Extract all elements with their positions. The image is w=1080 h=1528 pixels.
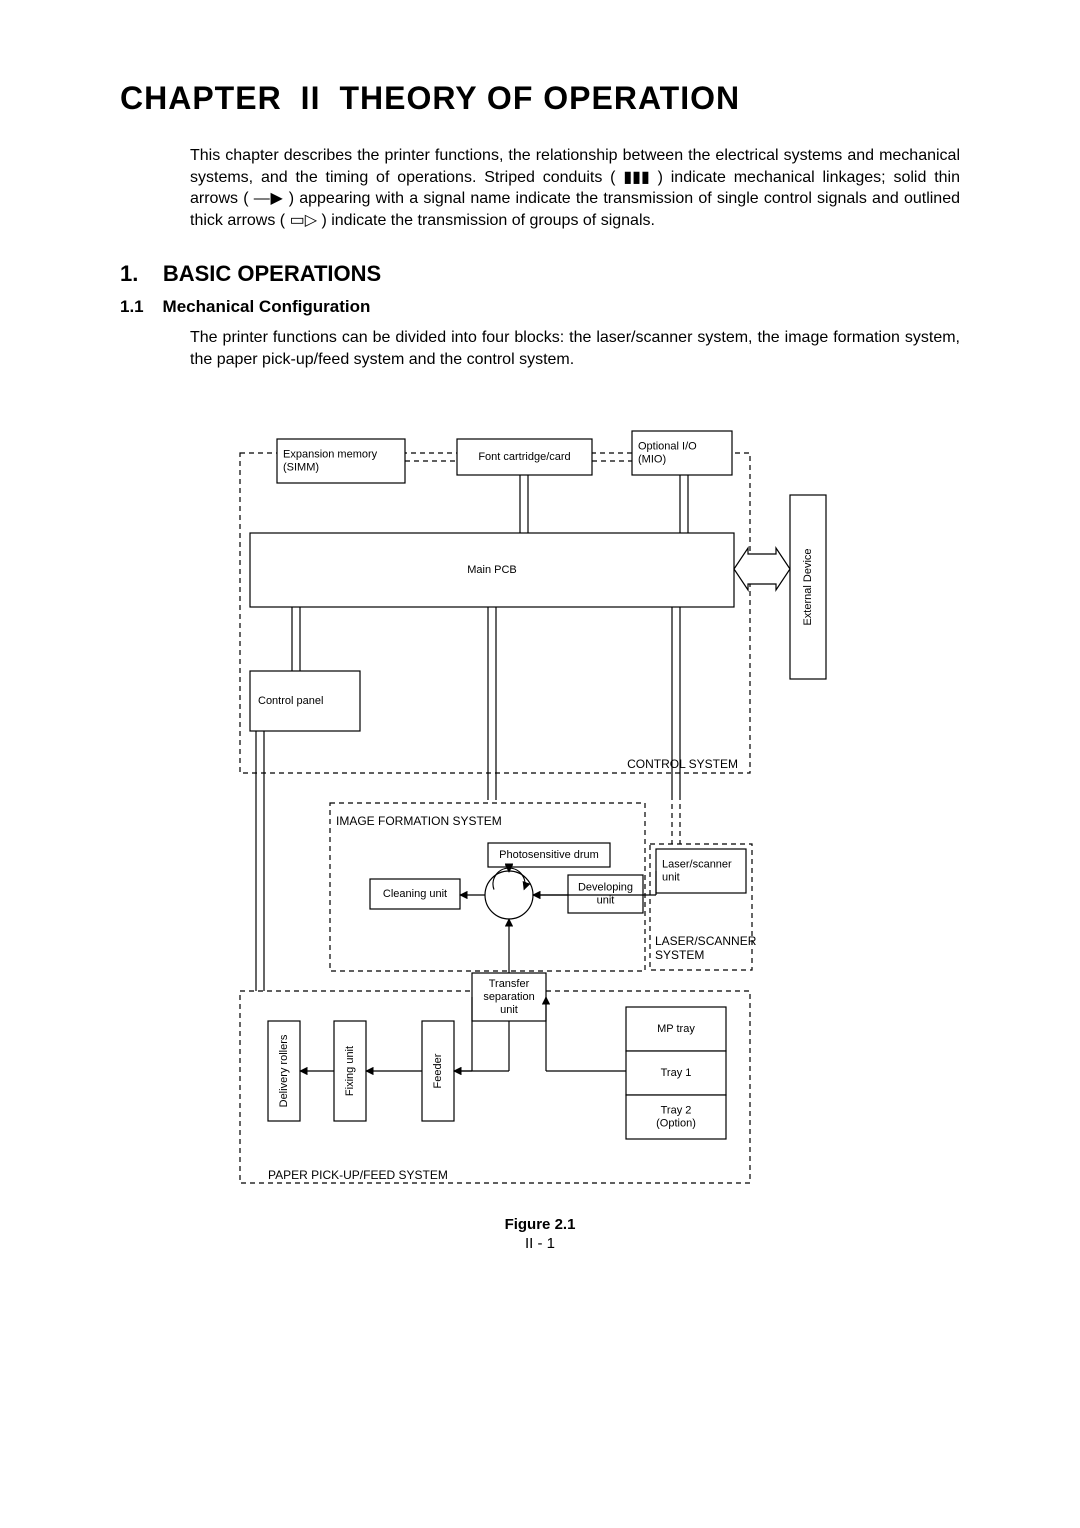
svg-text:MP tray: MP tray [657,1023,695,1035]
svg-text:Control panel: Control panel [258,695,323,707]
svg-text:Tray 2: Tray 2 [661,1104,692,1116]
svg-text:unit: unit [597,894,615,906]
svg-text:LASER/SCANNER: LASER/SCANNER [655,934,757,948]
svg-text:Expansion memory: Expansion memory [283,448,378,460]
subsection-num: 1.1 [120,297,144,316]
page-number: II - 1 [120,1235,960,1252]
subsection-title: Mechanical Configuration [163,297,371,316]
svg-text:PAPER PICK-UP/FEED SYSTEM: PAPER PICK-UP/FEED SYSTEM [268,1168,448,1182]
svg-text:(SIMM): (SIMM) [283,461,319,473]
subsection-body: The printer functions can be divided int… [190,327,960,370]
document-page: CHAPTER II THEORY OF OPERATION This chap… [0,0,1080,1528]
figure-caption: Figure 2.1 [120,1216,960,1233]
chapter-title: CHAPTER II THEORY OF OPERATION [120,80,960,117]
svg-text:(MIO): (MIO) [638,453,666,465]
svg-text:Delivery rollers: Delivery rollers [278,1034,290,1107]
svg-text:Font cartridge/card: Font cartridge/card [478,451,570,463]
svg-text:Transfer: Transfer [489,978,530,990]
svg-text:External Device: External Device [802,548,814,625]
svg-text:unit: unit [662,871,680,883]
svg-text:Tray 1: Tray 1 [661,1067,692,1079]
section-heading: 1. BASIC OPERATIONS [120,261,960,287]
svg-text:Laser/scanner: Laser/scanner [662,858,732,870]
svg-text:IMAGE FORMATION SYSTEM: IMAGE FORMATION SYSTEM [336,814,502,828]
block-diagram: CONTROL SYSTEM IMAGE FORMATION SYSTEM LASE… [120,389,960,1204]
svg-text:Developing: Developing [578,881,633,893]
svg-text:CONTROL SYSTEM: CONTROL SYSTEM [627,757,738,771]
section-num: 1. [120,261,138,286]
svg-text:Main PCB: Main PCB [467,564,517,576]
svg-text:SYSTEM: SYSTEM [655,948,704,962]
chapter-text: THEORY OF OPERATION [339,80,740,116]
svg-text:separation: separation [483,991,534,1003]
svg-text:Fixing unit: Fixing unit [344,1045,356,1095]
chapter-intro: This chapter describes the printer funct… [190,145,960,231]
svg-text:Photosensitive drum: Photosensitive drum [499,849,599,861]
svg-text:Feeder: Feeder [432,1053,444,1088]
svg-text:(Option): (Option) [656,1117,696,1129]
svg-text:Optional I/O: Optional I/O [638,440,697,452]
svg-text:Cleaning unit: Cleaning unit [383,888,447,900]
chapter-prefix: CHAPTER [120,80,282,116]
section-title: BASIC OPERATIONS [163,261,381,286]
chapter-roman: II [292,80,330,117]
subsection-heading: 1.1 Mechanical Configuration [120,297,960,317]
svg-text:unit: unit [500,1004,518,1016]
